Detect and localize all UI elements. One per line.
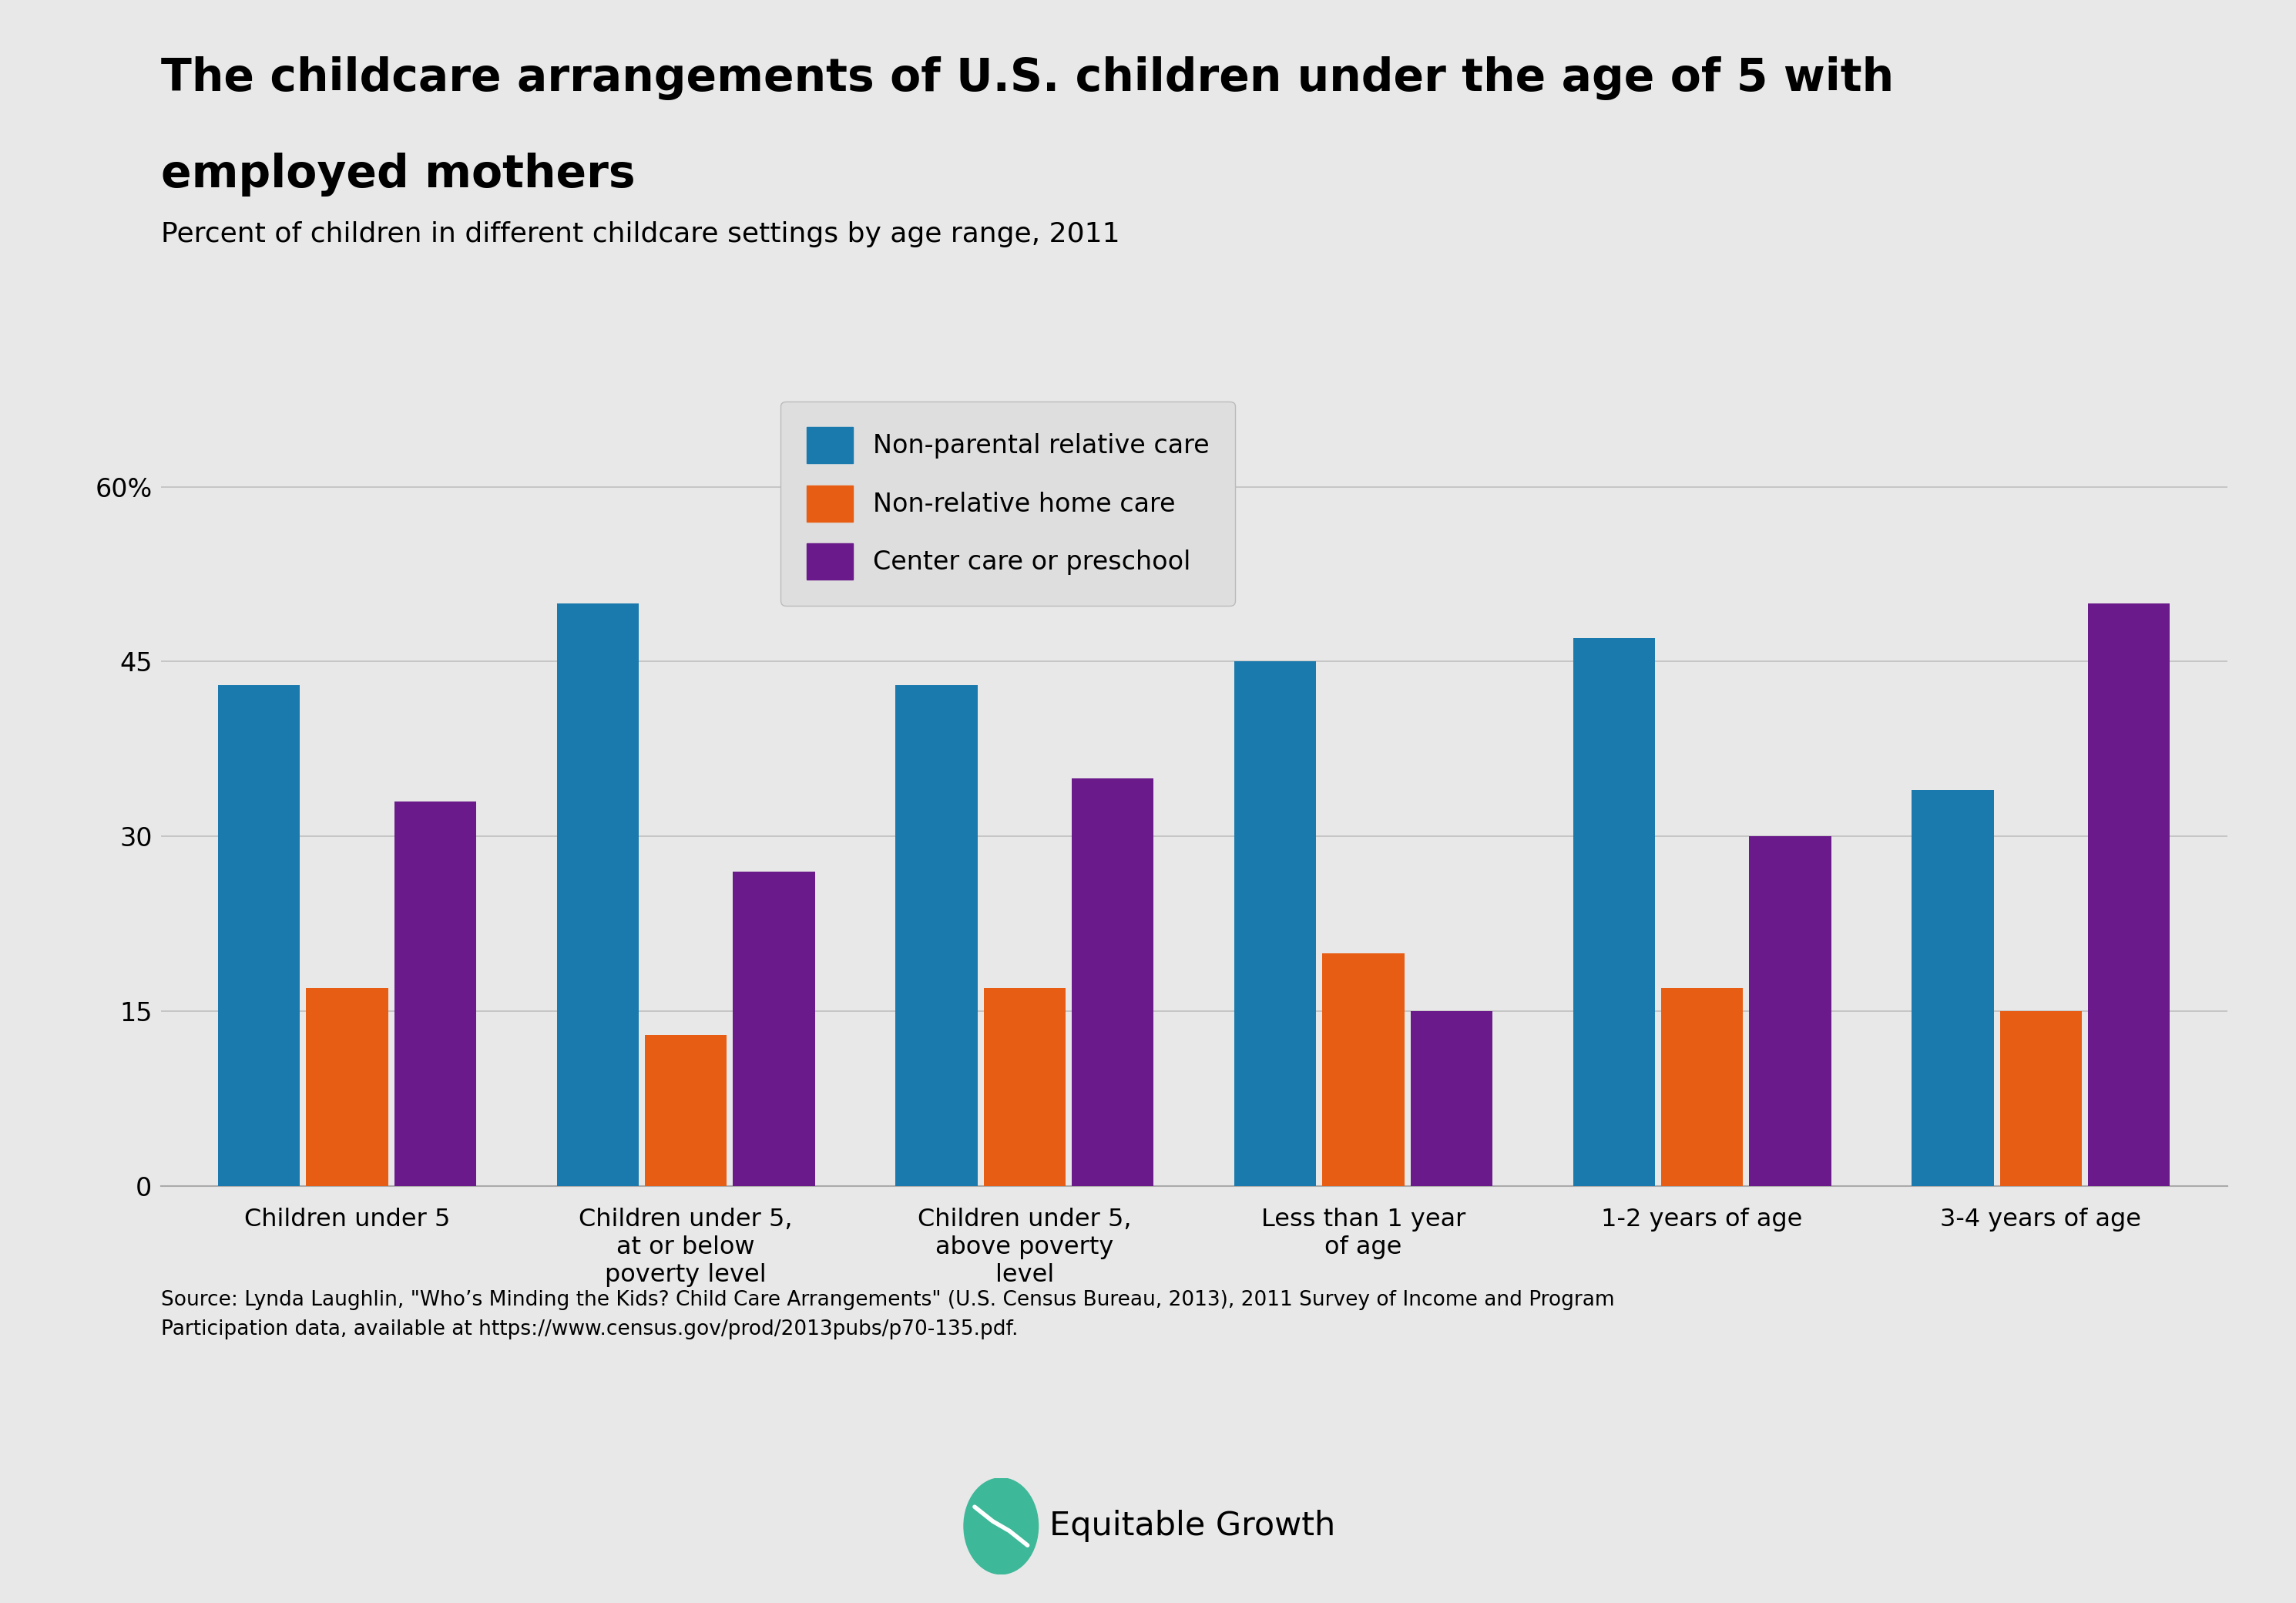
- Bar: [1573, 638, 1655, 1186]
- Bar: [732, 872, 815, 1186]
- Bar: [1235, 662, 1316, 1186]
- Bar: [2000, 1011, 2082, 1186]
- Bar: [1750, 837, 1832, 1186]
- Legend: Non-parental relative care, Non-relative home care, Center care or preschool: Non-parental relative care, Non-relative…: [781, 401, 1235, 606]
- Bar: [1913, 790, 1993, 1186]
- Bar: [305, 987, 388, 1186]
- Text: Source: Lynda Laughlin, "Who’s Minding the Kids? Child Care Arrangements" (U.S. : Source: Lynda Laughlin, "Who’s Minding t…: [161, 1290, 1614, 1340]
- Bar: [395, 802, 475, 1186]
- Text: employed mothers: employed mothers: [161, 152, 636, 196]
- Bar: [218, 684, 301, 1186]
- Text: Equitable Growth: Equitable Growth: [1049, 1510, 1336, 1542]
- Bar: [1072, 777, 1153, 1186]
- Ellipse shape: [964, 1478, 1038, 1574]
- Bar: [983, 987, 1065, 1186]
- Text: Percent of children in different childcare settings by age range, 2011: Percent of children in different childca…: [161, 221, 1120, 247]
- Bar: [645, 1034, 728, 1186]
- Bar: [1322, 954, 1405, 1186]
- Bar: [556, 603, 638, 1186]
- Bar: [1410, 1011, 1492, 1186]
- Bar: [1660, 987, 1743, 1186]
- Bar: [2087, 603, 2170, 1186]
- Text: The childcare arrangements of U.S. children under the age of 5 with: The childcare arrangements of U.S. child…: [161, 56, 1894, 99]
- Bar: [895, 684, 978, 1186]
